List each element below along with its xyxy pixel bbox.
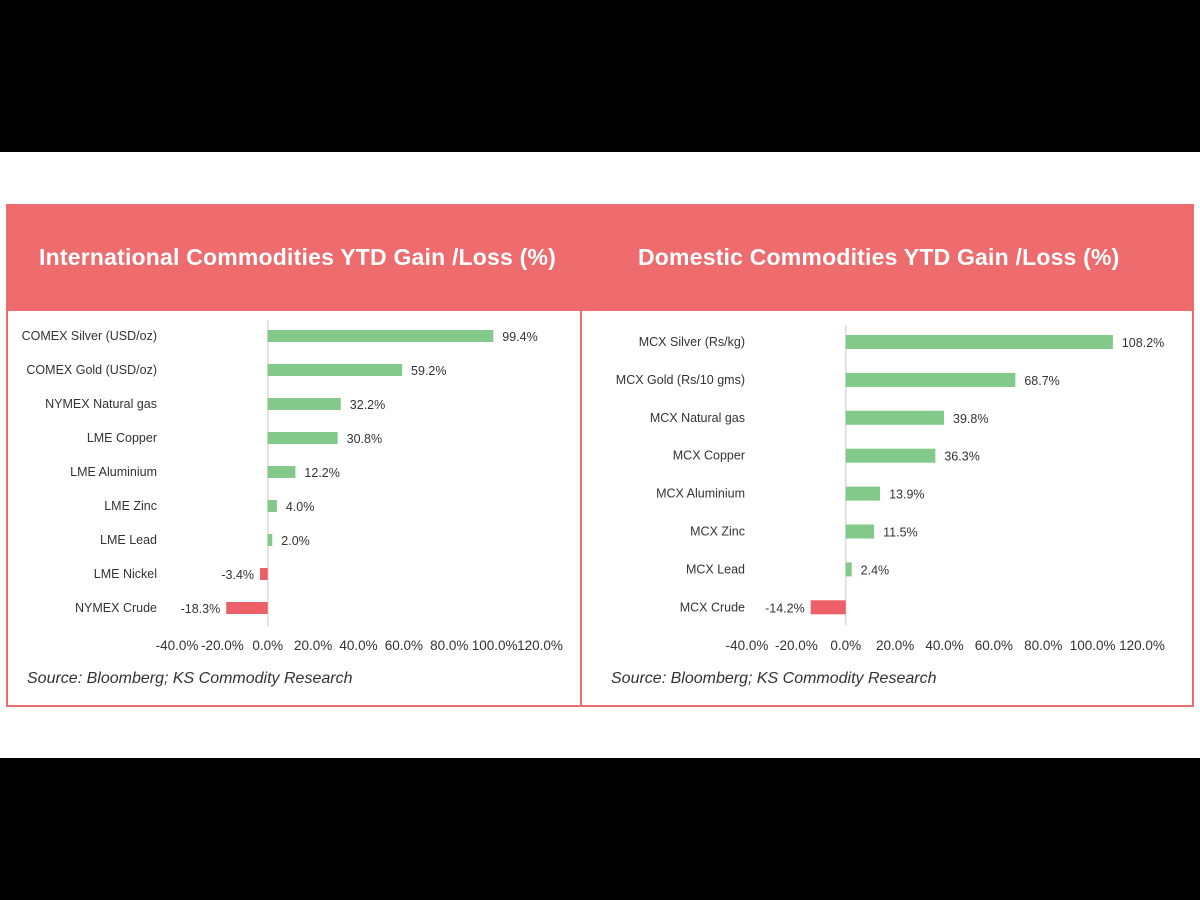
bar [845, 448, 936, 463]
category-label: MCX Gold (Rs/10 gms) [616, 373, 745, 387]
bar [845, 335, 1113, 349]
chart-title-international: International Commodities YTD Gain /Loss… [39, 244, 556, 270]
category-label: LME Nickel [94, 567, 157, 581]
data-label: 39.8% [953, 412, 988, 426]
x-tick-label: -40.0% [156, 638, 199, 653]
x-tick-label: 0.0% [252, 638, 283, 653]
category-label: LME Zinc [104, 499, 157, 513]
data-label: 4.0% [286, 500, 315, 514]
category-label: LME Aluminium [70, 465, 157, 479]
bar [845, 372, 1016, 387]
data-label: 68.7% [1024, 374, 1059, 388]
header-band: International Commodities YTD Gain /Loss… [8, 206, 1192, 311]
x-tick-label: 100.0% [1070, 638, 1116, 653]
data-label: 2.0% [281, 534, 310, 548]
x-tick-label: 120.0% [517, 638, 563, 653]
bar [267, 364, 403, 376]
chart-title-domestic: Domestic Commodities YTD Gain /Loss (%) [638, 244, 1120, 270]
data-label: 30.8% [347, 432, 382, 446]
category-label: MCX Natural gas [650, 411, 745, 425]
bar [267, 432, 338, 444]
bar [810, 600, 846, 615]
category-label: MCX Crude [680, 600, 745, 614]
panel-divider [580, 311, 582, 705]
data-label: 99.4% [502, 330, 537, 344]
category-label: NYMEX Natural gas [45, 397, 157, 411]
data-label: 59.2% [411, 364, 446, 378]
bar [845, 562, 852, 577]
source-note-international: Source: Bloomberg; KS Commodity Research [27, 670, 353, 687]
x-tick-label: 20.0% [294, 638, 332, 653]
bar [267, 534, 273, 546]
data-label: -3.4% [221, 568, 254, 582]
charts-frame: International Commodities YTD Gain /Loss… [6, 204, 1194, 707]
data-label: 13.9% [889, 488, 924, 502]
category-label: MCX Zinc [690, 525, 745, 539]
category-label: COMEX Silver (USD/oz) [22, 329, 157, 343]
x-tick-label: -20.0% [201, 638, 244, 653]
bar [845, 410, 945, 425]
category-label: COMEX Gold (USD/oz) [26, 363, 157, 377]
bar [267, 466, 296, 478]
x-tick-label: 80.0% [430, 638, 468, 653]
x-tick-label: 20.0% [876, 638, 914, 653]
category-label: MCX Aluminium [656, 487, 745, 501]
x-tick-label: 0.0% [830, 638, 861, 653]
category-label: MCX Silver (Rs/kg) [639, 335, 745, 349]
bar [845, 524, 875, 539]
source-note-domestic: Source: Bloomberg; KS Commodity Research [611, 670, 937, 687]
x-tick-label: 40.0% [339, 638, 377, 653]
x-tick-label: -40.0% [726, 638, 769, 653]
bar [267, 398, 341, 410]
bar [226, 602, 268, 614]
data-label: 12.2% [304, 466, 339, 480]
data-label: 36.3% [944, 450, 979, 464]
bar [267, 330, 494, 342]
data-label: -18.3% [181, 602, 221, 616]
x-tick-label: 60.0% [385, 638, 423, 653]
category-label: LME Lead [100, 533, 157, 547]
data-label: 32.2% [350, 398, 385, 412]
category-label: LME Copper [87, 431, 157, 445]
data-label: -14.2% [765, 601, 805, 615]
x-tick-label: 100.0% [472, 638, 518, 653]
data-label: 2.4% [861, 563, 890, 577]
category-label: MCX Copper [673, 449, 745, 463]
data-label: 11.5% [883, 526, 918, 540]
data-label: 108.2% [1122, 336, 1164, 350]
bar [260, 568, 268, 580]
category-label: MCX Lead [686, 562, 745, 576]
bar [845, 486, 881, 501]
x-tick-label: 60.0% [975, 638, 1013, 653]
category-label: NYMEX Crude [75, 601, 157, 615]
x-tick-label: 80.0% [1024, 638, 1062, 653]
x-tick-label: -20.0% [775, 638, 818, 653]
x-tick-label: 40.0% [925, 638, 963, 653]
bar [267, 500, 277, 512]
x-tick-label: 120.0% [1119, 638, 1165, 653]
